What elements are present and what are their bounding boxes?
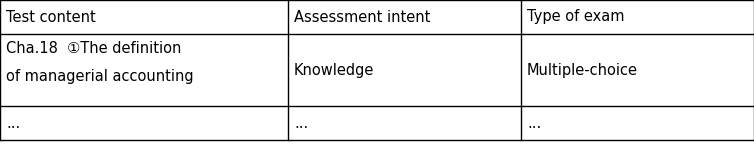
- Text: Multiple-choice: Multiple-choice: [527, 62, 638, 78]
- Text: Test content: Test content: [6, 9, 96, 25]
- Text: Type of exam: Type of exam: [527, 9, 624, 25]
- Text: Cha.18  ①The definition
of managerial accounting: Cha.18 ①The definition of managerial acc…: [6, 41, 194, 84]
- Text: ...: ...: [294, 115, 308, 131]
- Text: ...: ...: [527, 115, 541, 131]
- Text: Knowledge: Knowledge: [294, 62, 375, 78]
- Text: Assessment intent: Assessment intent: [294, 9, 431, 25]
- Text: ...: ...: [6, 115, 20, 131]
